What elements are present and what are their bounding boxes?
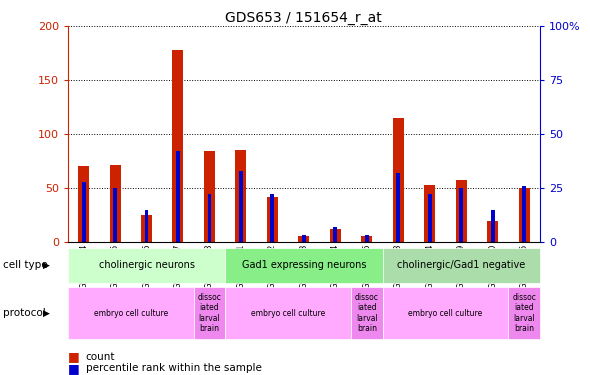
Bar xyxy=(459,188,463,242)
Bar xyxy=(333,227,337,242)
Bar xyxy=(330,229,341,242)
Bar xyxy=(204,151,215,242)
Bar xyxy=(141,215,152,242)
Bar xyxy=(396,173,400,242)
Text: ▶: ▶ xyxy=(42,309,50,318)
Bar xyxy=(382,248,540,283)
Text: dissoc
iated
larval
brain: dissoc iated larval brain xyxy=(355,293,379,333)
Bar xyxy=(509,287,540,339)
Text: cholinergic neurons: cholinergic neurons xyxy=(99,260,195,270)
Bar xyxy=(299,237,309,242)
Text: embryo cell culture: embryo cell culture xyxy=(94,309,168,318)
Bar xyxy=(176,151,180,242)
Bar xyxy=(455,180,467,242)
Bar xyxy=(393,118,404,242)
Text: dissoc
iated
larval
brain: dissoc iated larval brain xyxy=(512,293,536,333)
Bar xyxy=(365,236,369,242)
Bar xyxy=(145,210,149,242)
Bar xyxy=(194,287,225,339)
Bar xyxy=(382,287,509,339)
Bar xyxy=(428,194,432,242)
Text: protocol: protocol xyxy=(3,308,45,318)
Bar xyxy=(235,150,247,242)
Bar xyxy=(110,165,120,242)
Text: percentile rank within the sample: percentile rank within the sample xyxy=(86,363,261,373)
Bar xyxy=(239,171,243,242)
Bar xyxy=(522,186,526,242)
Text: ■: ■ xyxy=(68,362,80,375)
Bar xyxy=(68,248,225,283)
Bar xyxy=(424,185,435,242)
Text: embryo cell culture: embryo cell culture xyxy=(408,309,483,318)
Title: GDS653 / 151654_r_at: GDS653 / 151654_r_at xyxy=(225,11,382,25)
Bar xyxy=(225,287,351,339)
Bar xyxy=(208,194,211,242)
Text: ▶: ▶ xyxy=(42,261,50,270)
Text: cholinergic/Gad1 negative: cholinergic/Gad1 negative xyxy=(397,260,525,270)
Text: count: count xyxy=(86,352,115,362)
Bar xyxy=(487,221,498,242)
Bar xyxy=(78,166,89,242)
Bar xyxy=(302,236,306,242)
Bar xyxy=(113,188,117,242)
Bar xyxy=(81,182,86,242)
Bar xyxy=(68,287,194,339)
Bar xyxy=(172,50,183,242)
Text: ■: ■ xyxy=(68,351,80,363)
Text: Gad1 expressing neurons: Gad1 expressing neurons xyxy=(241,260,366,270)
Bar xyxy=(351,287,382,339)
Text: dissoc
iated
larval
brain: dissoc iated larval brain xyxy=(198,293,221,333)
Bar xyxy=(225,248,382,283)
Bar xyxy=(267,196,278,242)
Bar xyxy=(491,210,494,242)
Bar xyxy=(361,237,372,242)
Bar xyxy=(270,194,274,242)
Bar xyxy=(519,188,530,242)
Text: cell type: cell type xyxy=(3,261,48,270)
Text: embryo cell culture: embryo cell culture xyxy=(251,309,325,318)
